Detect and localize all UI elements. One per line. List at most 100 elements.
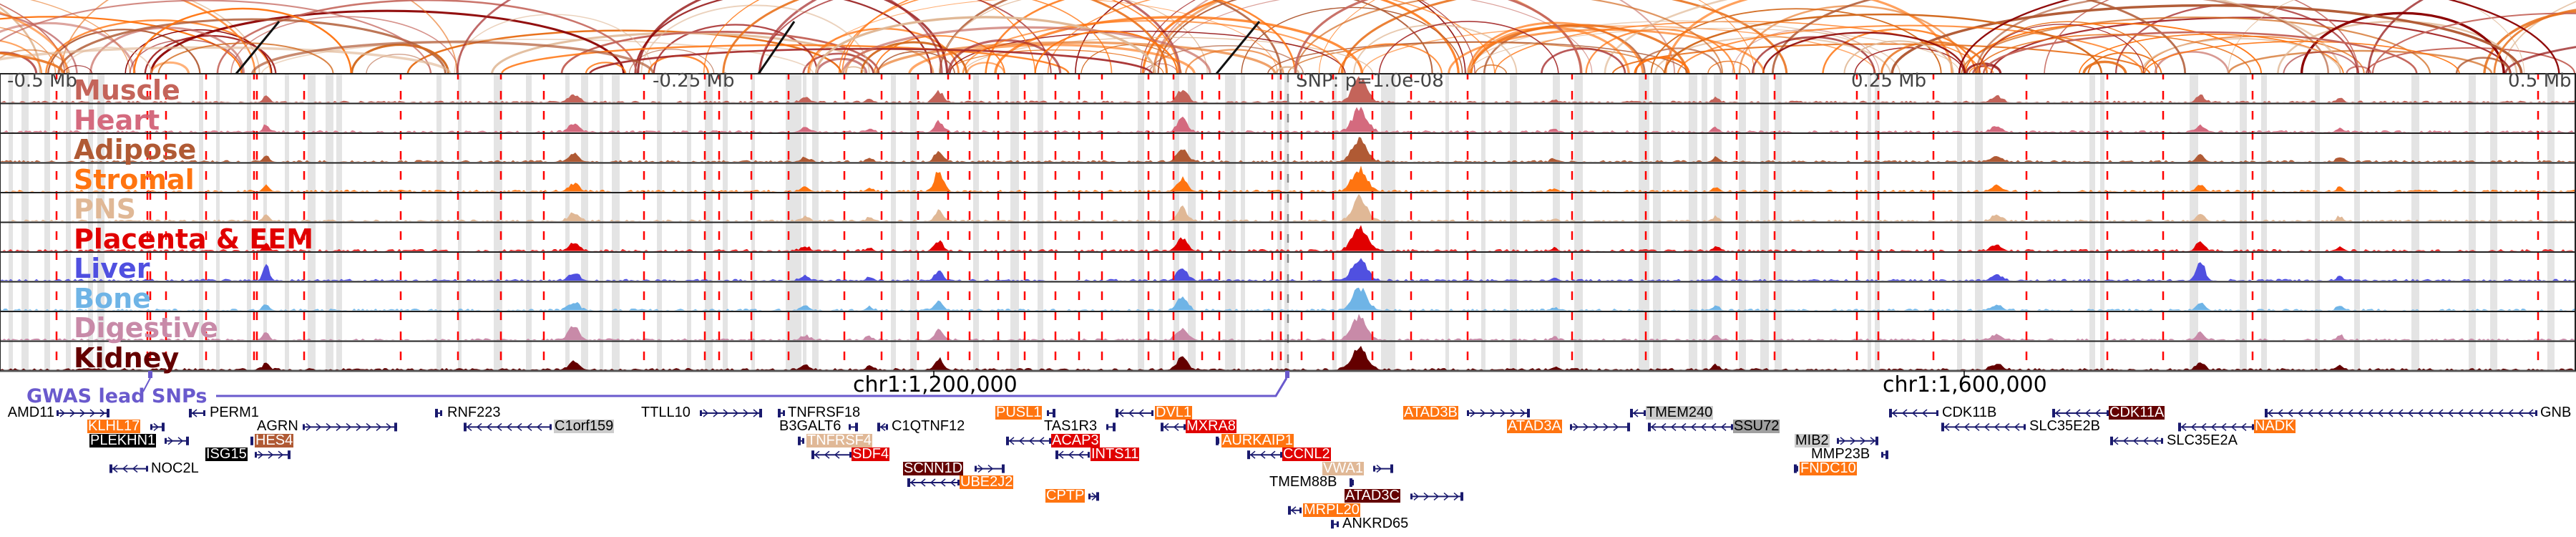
gene-label-ttll10[interactable]: TTLL10: [641, 405, 691, 420]
gene-label-tnfrsf4[interactable]: TNFRSF4: [806, 432, 872, 448]
loop-arc: [2367, 0, 2424, 74]
gene-model-slc35e2b: [1941, 422, 2026, 432]
gene-label-ube2j2[interactable]: UBE2J2: [960, 474, 1014, 490]
loop-arc: [1215, 21, 1261, 74]
loop-arc: [1465, 20, 1901, 74]
gene-label-vwa1[interactable]: VWA1: [1322, 460, 1364, 476]
loop-arc: [1157, 0, 1433, 74]
track-label-digestive: Digestive: [74, 312, 218, 344]
gene-label-aurkaip1[interactable]: AURKAIP1: [1221, 432, 1294, 448]
gwas-lead-snps-label: GWAS lead SNPs: [26, 385, 208, 407]
gene-model-ssu72: [1648, 422, 1733, 432]
loop-arc: [2493, 9, 2576, 74]
gene-model-amd11: [57, 409, 109, 417]
gene-label-mib2[interactable]: MIB2: [1795, 432, 1830, 448]
loop-arc: [809, 0, 1278, 74]
gene-label-nadk[interactable]: NADK: [2254, 418, 2296, 435]
track-label-bone: Bone: [74, 282, 151, 314]
gene-label-hes4[interactable]: HES4: [255, 432, 294, 448]
gene-label-atad3b[interactable]: ATAD3B: [1403, 405, 1458, 420]
gene-label-cdk11b[interactable]: CDK11B: [1942, 405, 1997, 420]
gene-label-mxra8[interactable]: MXRA8: [1186, 418, 1236, 435]
loop-arc: [2044, 0, 2360, 74]
gene-label-c1orf159[interactable]: C1orf159: [554, 418, 615, 435]
gene-label-plekhn1[interactable]: PLEKHN1: [89, 432, 157, 448]
gene-label-acap3[interactable]: ACAP3: [1051, 432, 1100, 448]
gene-label-ankrd65[interactable]: ANKRD65: [1342, 516, 1409, 532]
loop-arc: [1762, 32, 1966, 74]
gene-model-c1qtnf12: [877, 422, 888, 432]
gene-model-fndc10: [1794, 464, 1798, 473]
gene-label-slc35e2a[interactable]: SLC35E2A: [2167, 432, 2238, 448]
gene-label-ccnl2[interactable]: CCNL2: [1282, 446, 1331, 463]
track-label-stromal: Stromal: [74, 163, 195, 195]
loop-arc: [758, 0, 1181, 74]
gene-label-b3galt6[interactable]: B3GALT6: [779, 418, 841, 435]
axis-label-right-mid: 0.25 Mb: [1851, 70, 1927, 92]
loop-arc: [1143, 63, 1179, 74]
loop-arc: [0, 11, 69, 74]
loop-arc: [637, 0, 949, 74]
gene-label-amd11[interactable]: AMD11: [7, 405, 54, 420]
gene-label-perm1[interactable]: PERM1: [210, 405, 259, 420]
loop-arc: [60, 0, 458, 74]
loop-arc: [1287, 42, 1665, 74]
loop-arc: [501, 44, 1070, 74]
loop-arc: [1604, 0, 2341, 74]
gene-model-mmp23b: [1881, 450, 1888, 460]
track-label-adipose: Adipose: [74, 134, 197, 165]
loop-arc: [2365, 47, 2576, 74]
chromatin-loop-arcs: [0, 0, 2576, 74]
loop-arc: [1738, 4, 1967, 74]
gene-label-mmp23b[interactable]: MMP23B: [1811, 446, 1870, 463]
gene-label-tmem88b[interactable]: TMEM88B: [1269, 474, 1337, 490]
loop-arc: [1294, 0, 1583, 74]
gene-model-pusl1: [1047, 409, 1055, 417]
gene-label-gnb[interactable]: GNB: [2540, 405, 2572, 420]
loop-arc: [216, 0, 638, 74]
gene-label-ints11[interactable]: INTS11: [1091, 446, 1140, 463]
gene-label-ssu72[interactable]: SSU72: [1733, 418, 1780, 435]
gene-label-klhl17[interactable]: KLHL17: [87, 418, 141, 435]
loop-arc: [2079, 34, 2344, 74]
gene-label-tmem240[interactable]: TMEM240: [1646, 405, 1714, 420]
loop-arc: [841, 66, 866, 74]
loop-arc: [873, 35, 1006, 74]
loop-arc: [1378, 21, 1559, 74]
gene-model-mrpl20: [1288, 505, 1302, 515]
gene-label-cdk11a[interactable]: CDK11A: [2109, 405, 2165, 420]
gene-label-cptp[interactable]: CPTP: [1045, 488, 1085, 504]
track-label-liver: Liver: [74, 253, 150, 284]
gene-model-vwa1: [1373, 464, 1393, 473]
loop-arc: [1075, 0, 1466, 74]
gene-label-isg15[interactable]: ISG15: [205, 446, 248, 463]
loop-arc: [938, 0, 1208, 74]
gene-label-rnf223[interactable]: RNF223: [447, 405, 501, 420]
gene-label-tnfrsf18[interactable]: TNFRSF18: [788, 405, 861, 420]
gene-label-mrpl20[interactable]: MRPL20: [1303, 501, 1360, 518]
loop-arc: [366, 54, 432, 74]
track-label-placenta-eem: Placenta & EEM: [74, 223, 314, 255]
gene-model-klhl17: [150, 422, 165, 432]
gene-model-tas1r3: [1106, 422, 1116, 432]
gene-label-dvl1[interactable]: DVL1: [1155, 405, 1193, 420]
gene-label-atad3a[interactable]: ATAD3A: [1507, 418, 1562, 435]
loop-arc: [1047, 0, 1496, 74]
gene-label-scnn1d[interactable]: SCNN1D: [903, 460, 964, 476]
loop-arc: [966, 62, 1005, 74]
gene-label-agrn[interactable]: AGRN: [257, 418, 298, 435]
gene-model-acap3: [1006, 436, 1051, 445]
gene-model-tmem88b: [1350, 478, 1354, 487]
gene-label-tas1r3[interactable]: TAS1R3: [1044, 418, 1098, 435]
gene-label-fndc10[interactable]: FNDC10: [1800, 460, 1857, 476]
gene-label-c1qtnf12[interactable]: C1QTNF12: [892, 418, 965, 435]
gene-label-atad3c[interactable]: ATAD3C: [1345, 488, 1400, 504]
gene-model-aurkaip1: [1216, 436, 1219, 445]
gene-label-noc2l[interactable]: NOC2L: [151, 460, 199, 476]
gene-label-pusl1[interactable]: PUSL1: [995, 405, 1043, 420]
loop-arc: [29, 0, 131, 74]
gene-label-sdf4[interactable]: SDF4: [852, 446, 890, 463]
loop-arc: [1982, 31, 2418, 74]
gene-label-slc35e2b[interactable]: SLC35E2B: [2029, 418, 2100, 435]
